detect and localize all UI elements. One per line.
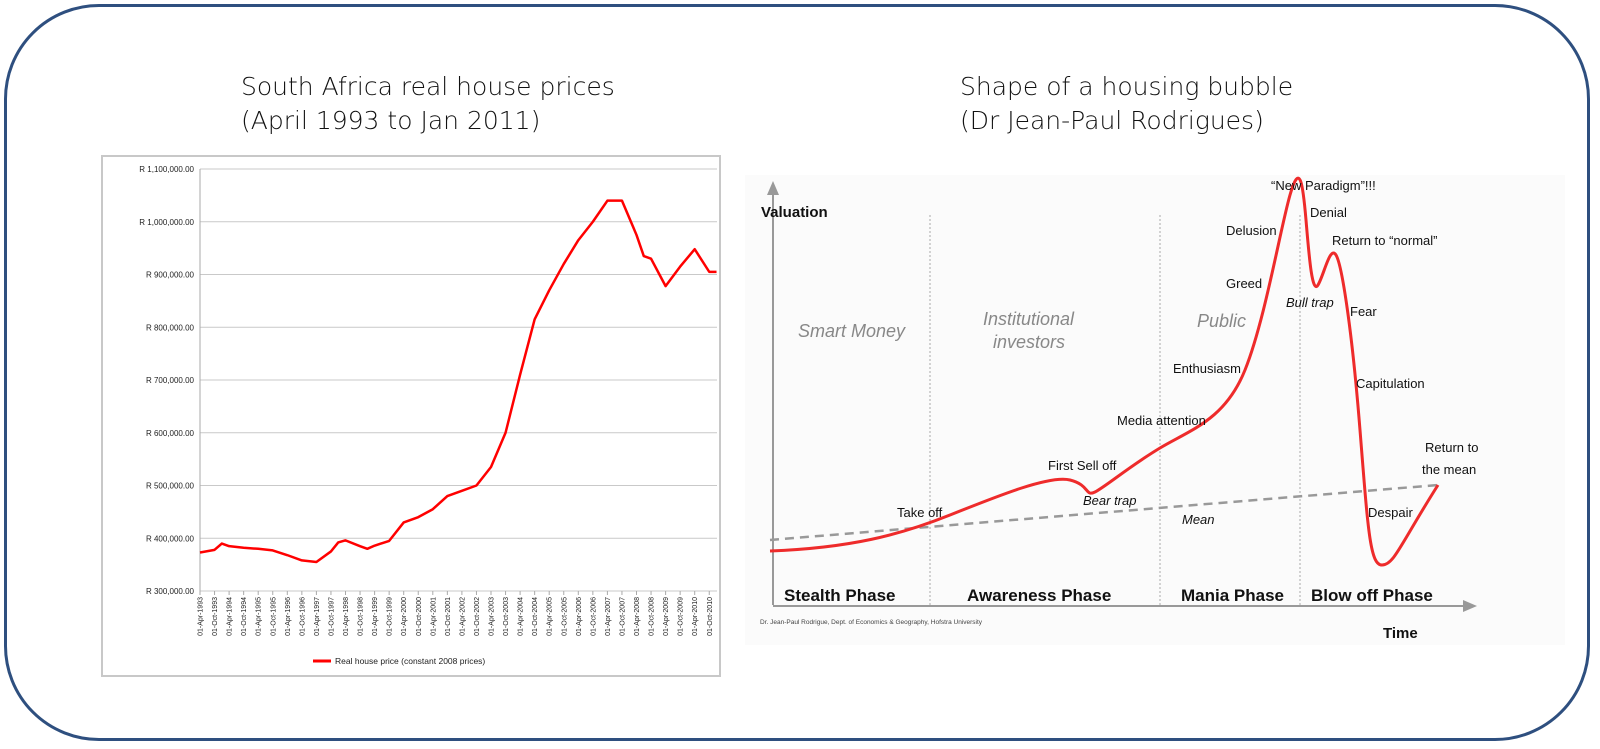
annotation-label: Delusion	[1226, 223, 1277, 238]
y-tick-label: R 700,000.00	[146, 376, 195, 385]
x-tick-label: 01-Apr-2006	[576, 597, 583, 636]
x-tick-label: 01-Apr-2007	[605, 597, 612, 636]
bubble-diagram: Valuation Time Stealth Phase Awareness Phas…	[745, 175, 1565, 645]
x-tick-label: 01-Apr-2004	[518, 597, 525, 636]
mean-line	[769, 483, 1439, 542]
annotation-label: Bear trap	[1083, 493, 1136, 508]
x-tick-label: 01-Oct-2009	[678, 597, 685, 636]
bubble-svg: Valuation Time Stealth Phase Awareness Phas…	[760, 176, 1478, 642]
x-tick-label: 01-Oct-2002	[474, 597, 481, 636]
y-tick-label: R 400,000.00	[146, 534, 195, 543]
x-tick-label: 01-Oct-2005	[561, 597, 568, 636]
x-tick-label: 01-Apr-1993	[198, 597, 205, 636]
x-tick-label: 01-Oct-2008	[649, 597, 656, 636]
y-tick-label: R 800,000.00	[146, 323, 195, 332]
y-tick-label: R 300,000.00	[146, 587, 195, 596]
x-tick-label: 01-Apr-1999	[372, 597, 379, 636]
actor-label: Smart Money	[798, 321, 906, 341]
y-tick-label: R 1,000,000.00	[139, 218, 194, 227]
x-tick-label: 01-Apr-1995	[256, 597, 263, 636]
x-tick-label: 01-Apr-2000	[401, 597, 408, 636]
annotation-label: the mean	[1422, 462, 1476, 477]
actor-label: Institutional	[983, 309, 1075, 329]
x-tick-label: 01-Apr-2010	[692, 597, 699, 636]
x-tick-label: 01-Oct-2000	[416, 597, 423, 636]
right-title-line2: (Dr Jean-Paul Rodrigues)	[960, 106, 1264, 135]
x-tick-label: 01-Apr-2009	[663, 597, 670, 636]
x-tick-label: 01-Apr-1996	[285, 597, 292, 636]
annotation-label: Enthusiasm	[1173, 361, 1241, 376]
y-axis-arrow-icon	[767, 181, 779, 195]
x-tick-label: 01-Oct-2003	[503, 597, 510, 636]
annotation-label: Bull trap	[1286, 295, 1334, 310]
x-tick-label: 01-Oct-1996	[299, 597, 306, 636]
annotation-label: Capitulation	[1356, 376, 1425, 391]
y-tick-label: R 900,000.00	[146, 271, 195, 280]
x-axis-arrow-icon	[1463, 600, 1477, 612]
x-tick-label: 01-Oct-1998	[358, 597, 365, 636]
x-tick-label: 01-Oct-2007	[619, 597, 626, 636]
x-tick-label: 01-Apr-2005	[547, 597, 554, 636]
y-axis-label: Valuation	[761, 204, 828, 221]
x-tick-label: 01-Oct-2004	[532, 597, 539, 636]
left-title-line2: (April 1993 to Jan 2011)	[241, 106, 541, 135]
y-tick-label: R 600,000.00	[146, 429, 195, 438]
x-tick-label: 01-Oct-2006	[590, 597, 597, 636]
credit-text: Dr. Jean-Paul Rodrigue, Dept. of Economi…	[760, 619, 983, 626]
annotation-label: Take off	[897, 505, 943, 520]
price-line	[199, 199, 717, 564]
x-tick-label: 01-Oct-1993	[212, 597, 219, 636]
x-tick-label: 01-Apr-1994	[227, 597, 234, 636]
x-tick-label: 01-Oct-1994	[241, 597, 248, 636]
left-title-line1: South Africa real house prices	[241, 72, 615, 101]
x-tick-label: 01-Oct-1999	[387, 597, 394, 636]
x-tick-label: 01-Apr-1997	[314, 597, 321, 636]
left-title: South Africa real house prices (April 19…	[241, 70, 615, 138]
y-tick-label: R 1,100,000.00	[139, 165, 194, 174]
house-price-svg: R 300,000.00 R 400,000.00 R 500,000.00 R 60…	[139, 165, 717, 666]
x-tick-label: 01-Oct-2010	[707, 597, 714, 636]
x-tick-label: 01-Apr-2002	[459, 597, 466, 636]
legend-label: Real house price (constant 2008 prices)	[335, 656, 485, 666]
annotation-label: Return to “normal”	[1332, 233, 1437, 248]
x-tick-label: 01-Oct-1995	[270, 597, 277, 636]
annotation-label: “New Paradigm”!!!	[1271, 178, 1376, 193]
annotation-label: Media attention	[1117, 413, 1206, 428]
annotation-label: First Sell off	[1048, 458, 1117, 473]
annotation-label: Denial	[1310, 205, 1347, 220]
annotation-label: Despair	[1368, 505, 1413, 520]
x-tick-label: 01-Apr-1998	[343, 597, 350, 636]
right-title: Shape of a housing bubble (Dr Jean-Paul …	[960, 70, 1293, 138]
phase-label: Stealth Phase	[784, 586, 896, 605]
y-tick-label: R 500,000.00	[146, 482, 195, 491]
actor-label: Public	[1197, 311, 1246, 331]
phase-label: Mania Phase	[1181, 586, 1284, 605]
bubble-curve	[769, 176, 1440, 567]
annotation-label: Return to	[1425, 440, 1478, 455]
x-tick-label: 01-Apr-2003	[489, 597, 496, 636]
right-title-line1: Shape of a housing bubble	[960, 72, 1294, 101]
x-tick-label: 01-Apr-2008	[634, 597, 641, 636]
slide-frame	[4, 4, 1590, 741]
annotation-label: Mean	[1182, 512, 1215, 527]
phase-label: Awareness Phase	[967, 586, 1111, 605]
annotation-label: Fear	[1350, 304, 1377, 319]
house-price-chart: R 300,000.00 R 400,000.00 R 500,000.00 R 60…	[101, 155, 721, 677]
x-tick-label: 01-Oct-1997	[328, 597, 335, 636]
actor-label: investors	[993, 332, 1065, 352]
annotation-label: Greed	[1226, 276, 1262, 291]
x-axis-label: Time	[1383, 625, 1418, 642]
x-tick-label: 01-Oct-2001	[445, 597, 452, 636]
x-tick-label: 01-Apr-2001	[430, 597, 437, 636]
phase-label: Blow off Phase	[1311, 586, 1433, 605]
